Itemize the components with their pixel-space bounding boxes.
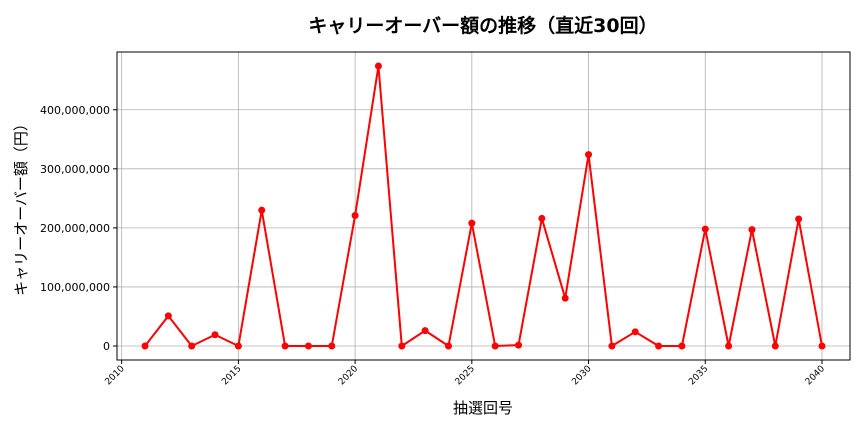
data-point [678,342,686,350]
data-point [795,215,803,223]
data-point [211,331,219,339]
data-point [701,225,709,233]
data-point [771,342,779,350]
y-tick-label: 0 [103,340,110,353]
y-tick-label: 200,000,000 [40,222,110,235]
x-axis-label: 抽選回号 [453,399,513,417]
data-point [328,342,336,350]
data-point [281,342,289,350]
data-point [538,214,546,222]
y-tick-label: 300,000,000 [40,163,110,176]
data-point [141,342,149,350]
y-tick-label: 100,000,000 [40,281,110,294]
data-point [351,211,359,219]
data-point [444,342,452,350]
y-axis-label: キャリーオーバー額（円） [12,116,30,296]
series-layer [141,62,826,350]
data-point [818,342,826,350]
series-line [144,65,823,348]
data-point [164,312,172,320]
data-point [234,342,242,350]
data-point [608,342,616,350]
data-point [258,206,266,214]
data-point [398,342,406,350]
data-point [561,294,569,302]
data-point [748,226,756,234]
data-point [725,342,733,350]
data-point [468,219,476,227]
data-point [188,342,196,350]
y-axis-ticks: 0 100,000,000 200,000,000 300,000,000 400,00… [40,104,117,353]
data-point [515,341,523,349]
data-point [304,342,312,350]
data-point [491,342,499,350]
data-point [585,151,593,159]
data-point [631,328,639,336]
data-point [421,327,429,335]
plot-area-frame [116,51,851,361]
y-tick-label: 400,000,000 [40,104,110,117]
data-point [655,342,663,350]
chart-title: キャリーオーバー額の推移（直近30回） [308,14,657,37]
data-point [374,62,382,70]
